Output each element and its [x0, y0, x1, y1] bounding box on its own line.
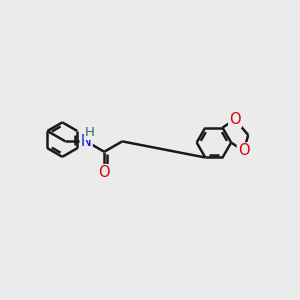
Text: O: O [229, 112, 241, 127]
Text: O: O [238, 143, 249, 158]
Text: H: H [85, 126, 95, 139]
Text: O: O [98, 165, 110, 180]
Text: N: N [81, 134, 92, 149]
